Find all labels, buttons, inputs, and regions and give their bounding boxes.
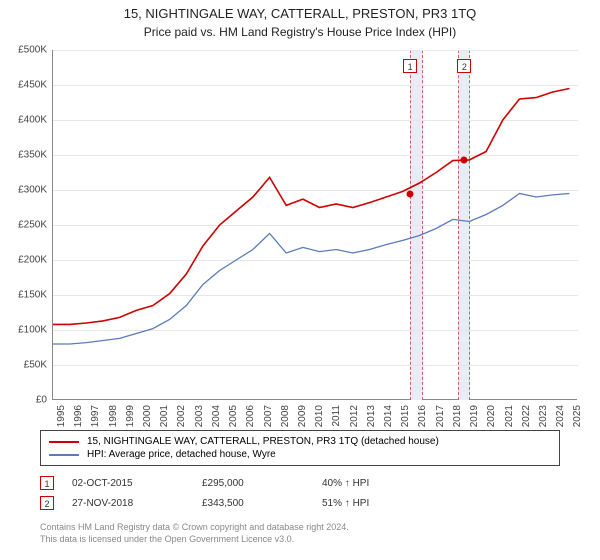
sales-table: 1 02-OCT-2015 £295,000 40% ↑ HPI 2 27-NO… <box>40 476 442 516</box>
y-axis-label: £150K <box>18 290 47 301</box>
x-axis-label: 1996 <box>73 405 84 427</box>
title-address: 15, NIGHTINGALE WAY, CATTERALL, PRESTON,… <box>0 6 600 21</box>
sale-price: £343,500 <box>202 498 322 509</box>
x-axis-label: 2006 <box>245 405 256 427</box>
x-axis-label: 2025 <box>572 405 583 427</box>
x-axis-label: 2010 <box>314 405 325 427</box>
x-axis-label: 2011 <box>331 405 342 427</box>
x-axis-label: 2023 <box>538 405 549 427</box>
sale-marker-box: 2 <box>40 496 54 510</box>
line-property <box>53 50 578 400</box>
y-axis-label: £400K <box>18 115 47 126</box>
y-axis-label: £200K <box>18 255 47 266</box>
x-axis-label: 2015 <box>400 405 411 427</box>
sale-price: £295,000 <box>202 478 322 489</box>
titles: 15, NIGHTINGALE WAY, CATTERALL, PRESTON,… <box>0 0 600 39</box>
x-axis-label: 2016 <box>417 405 428 427</box>
sale-marker-box-chart: 1 <box>403 59 417 73</box>
x-axis-label: 2020 <box>486 405 497 427</box>
x-axis-label: 2017 <box>435 405 446 427</box>
legend-label-hpi: HPI: Average price, detached house, Wyre <box>87 449 276 460</box>
x-axis-label: 2007 <box>263 405 274 427</box>
legend: 15, NIGHTINGALE WAY, CATTERALL, PRESTON,… <box>40 430 560 466</box>
legend-label-property: 15, NIGHTINGALE WAY, CATTERALL, PRESTON,… <box>87 436 439 447</box>
x-axis-label: 2014 <box>383 405 394 427</box>
x-axis-label: 2018 <box>452 405 463 427</box>
footer-copyright: Contains HM Land Registry data © Crown c… <box>40 522 349 534</box>
x-axis-label: 1998 <box>108 405 119 427</box>
footer: Contains HM Land Registry data © Crown c… <box>40 522 349 545</box>
x-axis-label: 2024 <box>555 405 566 427</box>
sale-point <box>407 190 414 197</box>
title-subtitle: Price paid vs. HM Land Registry's House … <box>0 25 600 39</box>
sale-row: 1 02-OCT-2015 £295,000 40% ↑ HPI <box>40 476 442 490</box>
legend-swatch-property <box>49 441 79 443</box>
sale-row: 2 27-NOV-2018 £343,500 51% ↑ HPI <box>40 496 442 510</box>
x-axis-label: 2013 <box>366 405 377 427</box>
x-axis-label: 2003 <box>194 405 205 427</box>
sale-date: 27-NOV-2018 <box>72 498 202 509</box>
x-axis-label: 2009 <box>297 405 308 427</box>
sale-marker-box: 1 <box>40 476 54 490</box>
x-axis-label: 2021 <box>504 405 515 427</box>
chart-area: £0£50K£100K£150K£200K£250K£300K£350K£400… <box>52 50 577 400</box>
y-axis-label: £300K <box>18 185 47 196</box>
legend-row-property: 15, NIGHTINGALE WAY, CATTERALL, PRESTON,… <box>49 435 551 448</box>
x-axis-label: 1997 <box>90 405 101 427</box>
x-axis-label: 2022 <box>521 405 532 427</box>
x-axis-label: 2008 <box>280 405 291 427</box>
sale-hpi-diff: 40% ↑ HPI <box>322 478 442 489</box>
x-axis-label: 1999 <box>125 405 136 427</box>
x-axis-label: 2005 <box>228 405 239 427</box>
y-axis-label: £100K <box>18 325 47 336</box>
footer-licence: This data is licensed under the Open Gov… <box>40 534 349 546</box>
y-axis-label: £50K <box>24 360 47 371</box>
x-axis-label: 2000 <box>142 405 153 427</box>
x-axis-label: 2012 <box>349 405 360 427</box>
x-axis-label: 2019 <box>469 405 480 427</box>
sale-hpi-diff: 51% ↑ HPI <box>322 498 442 509</box>
y-axis-label: £0 <box>36 395 47 406</box>
legend-swatch-hpi <box>49 454 79 456</box>
sale-marker-box-chart: 2 <box>457 59 471 73</box>
plot: £0£50K£100K£150K£200K£250K£300K£350K£400… <box>52 50 577 400</box>
x-axis-label: 2002 <box>176 405 187 427</box>
legend-row-hpi: HPI: Average price, detached house, Wyre <box>49 448 551 461</box>
y-axis-label: £250K <box>18 220 47 231</box>
x-axis-label: 2001 <box>159 405 170 427</box>
sale-date: 02-OCT-2015 <box>72 478 202 489</box>
x-axis-label: 2004 <box>211 405 222 427</box>
x-axis-label: 1995 <box>56 405 67 427</box>
y-axis-label: £350K <box>18 150 47 161</box>
y-axis-label: £500K <box>18 45 47 56</box>
sale-point <box>461 156 468 163</box>
y-axis-label: £450K <box>18 80 47 91</box>
chart-container: 15, NIGHTINGALE WAY, CATTERALL, PRESTON,… <box>0 0 600 560</box>
